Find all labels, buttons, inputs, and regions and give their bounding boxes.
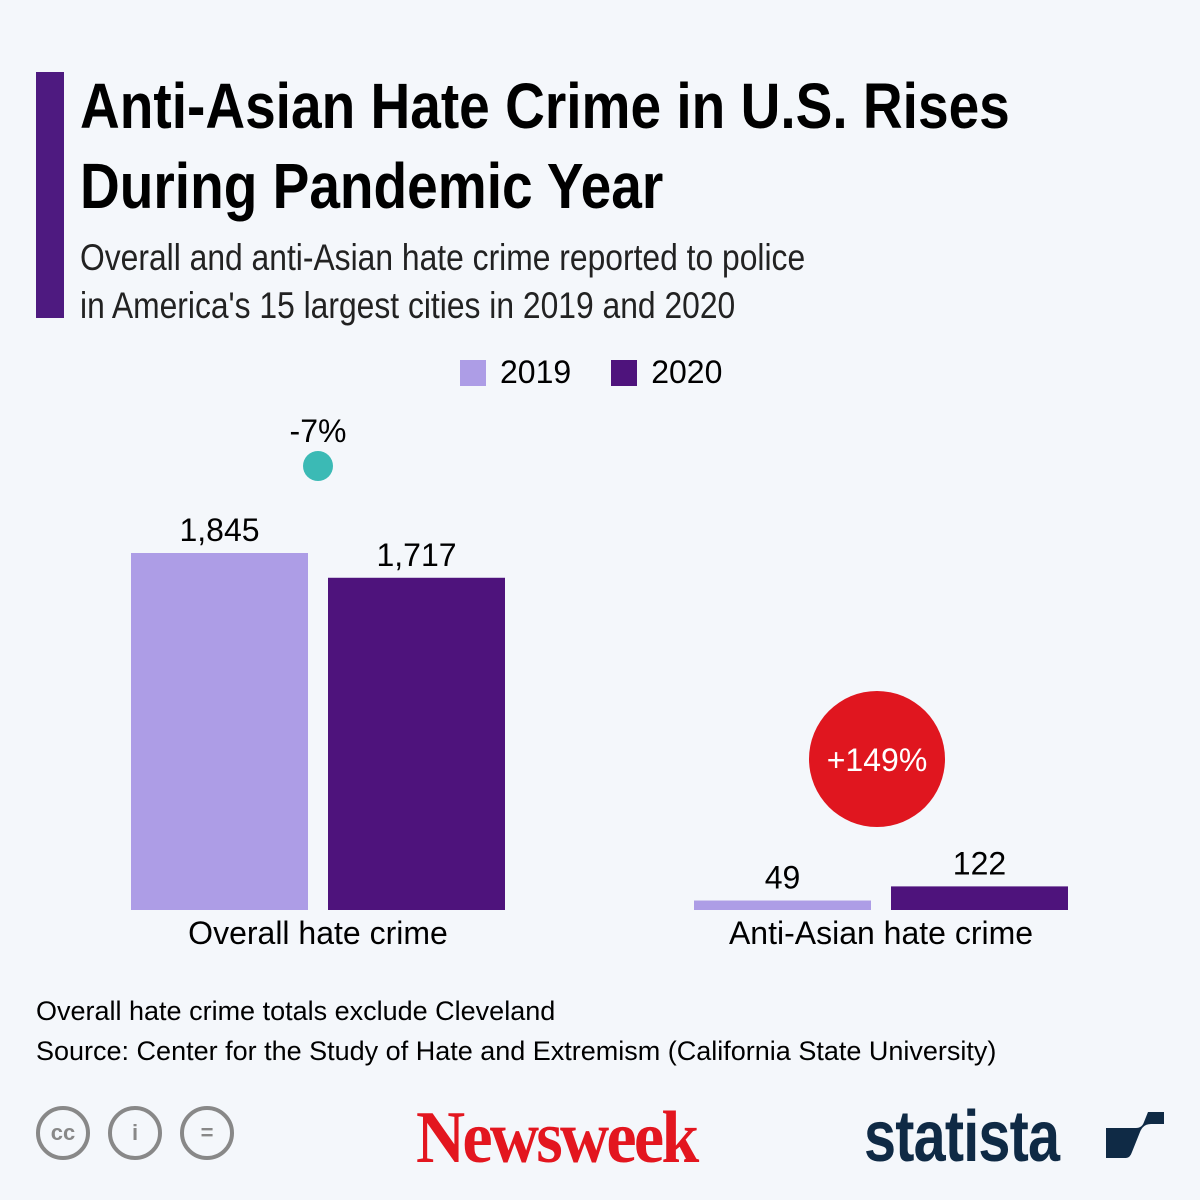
legend-label: 2020: [651, 354, 723, 390]
change-label: +149%: [827, 742, 928, 778]
subtitle-line: in America's 15 largest cities in 2019 a…: [80, 285, 736, 326]
change-marker: [809, 691, 945, 827]
statista-logo: statista: [864, 1097, 1060, 1177]
statista-logo-mark: [1106, 1106, 1164, 1164]
chart-subtitle: Overall and anti-Asian hate crime report…: [80, 234, 805, 330]
category-label: Anti-Asian hate crime: [729, 915, 1033, 951]
bar-2020: [891, 886, 1068, 910]
legend-item-2019: 2019: [460, 354, 571, 391]
legend-swatch: [460, 359, 486, 386]
footnote: Overall hate crime totals exclude Clevel…: [36, 996, 556, 1026]
statista-mark-icon: [1106, 1106, 1164, 1164]
title-accent-bar: [36, 72, 64, 318]
category-label: Overall hate crime: [188, 915, 448, 951]
legend: 2019 2020: [460, 354, 722, 391]
bar-2019: [694, 900, 871, 910]
bar-2020: [328, 577, 505, 910]
source: Source: Center for the Study of Hate and…: [36, 1036, 997, 1066]
nd-icon: =: [180, 1106, 234, 1160]
subtitle-line: Overall and anti-Asian hate crime report…: [80, 237, 806, 278]
newsweek-logo: Newsweek: [416, 1097, 699, 1179]
bar-chart: 1,845 1,717 Overall hate crime 49 122 Anti-As…: [131, 413, 1068, 951]
cc-icon: cc: [36, 1106, 90, 1160]
data-label: 1,845: [179, 512, 259, 548]
change-marker: [303, 451, 333, 481]
change-label: -7%: [290, 413, 347, 449]
legend-swatch: [611, 359, 638, 386]
title-line: Anti-Asian Hate Crime in U.S. Rises: [80, 70, 1010, 142]
title-line: During Pandemic Year: [80, 150, 664, 222]
data-label: 122: [953, 845, 1006, 881]
legend-item-2020: 2020: [611, 354, 722, 391]
data-label: 49: [765, 860, 801, 896]
chart-title: Anti-Asian Hate Crime in U.S. Rises Duri…: [80, 66, 1010, 226]
data-label: 1,717: [376, 537, 456, 573]
by-icon: i: [108, 1106, 162, 1160]
legend-label: 2019: [500, 354, 572, 390]
bar-2019: [131, 553, 308, 910]
